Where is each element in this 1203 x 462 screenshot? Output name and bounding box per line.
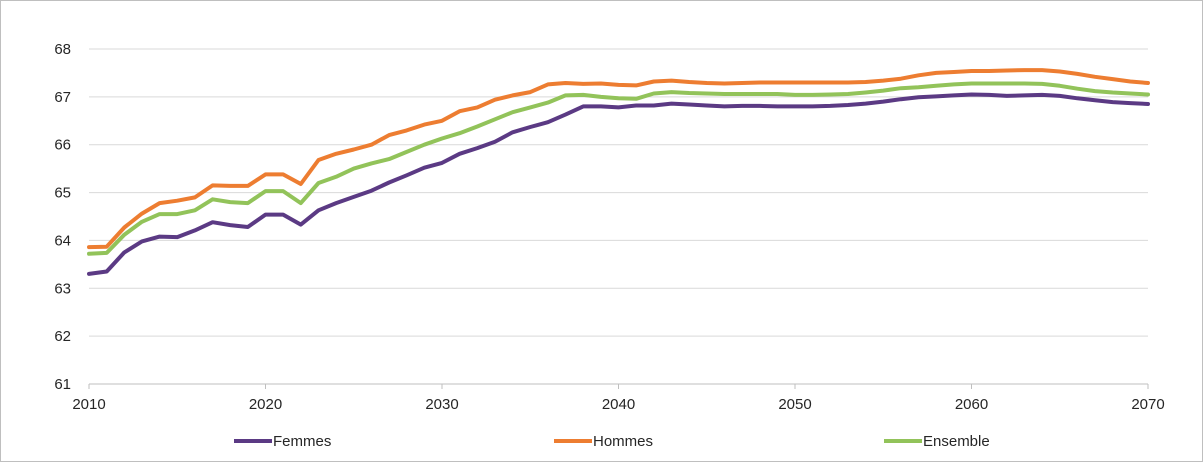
y-tick-label: 66 [54,137,71,154]
y-tick-label: 63 [54,280,71,297]
x-tick-label: 2010 [72,396,105,413]
x-tick-label: 2060 [955,396,988,413]
y-tick-label: 68 [54,41,71,58]
x-tick-label: 2050 [778,396,811,413]
y-tick-label: 61 [54,376,71,393]
gridlines [89,48,1148,337]
y-tick-label: 65 [54,185,71,202]
y-tick-label: 67 [54,89,71,106]
legend: Femmes Hommes Ensemble [234,433,990,450]
series-line-femmes [87,92,1150,276]
x-tick-label: 2020 [249,396,282,413]
y-tick-label: 64 [54,232,71,249]
x-tick-label: 2040 [602,396,635,413]
legend-label-hommes: Hommes [593,433,653,450]
x-tick-label: 2070 [1131,396,1164,413]
series-line-ensemble [87,81,1150,256]
legend-label-femmes: Femmes [273,433,331,450]
legend-label-ensemble: Ensemble [923,433,990,450]
axes: 61 62 63 64 65 66 67 68 2010 2020 2030 2040 2050 2060… [54,41,1164,413]
series-line-hommes [87,68,1150,250]
series-layer [87,68,1150,276]
y-tick-label: 62 [54,328,71,345]
x-tick-label: 2030 [425,396,458,413]
